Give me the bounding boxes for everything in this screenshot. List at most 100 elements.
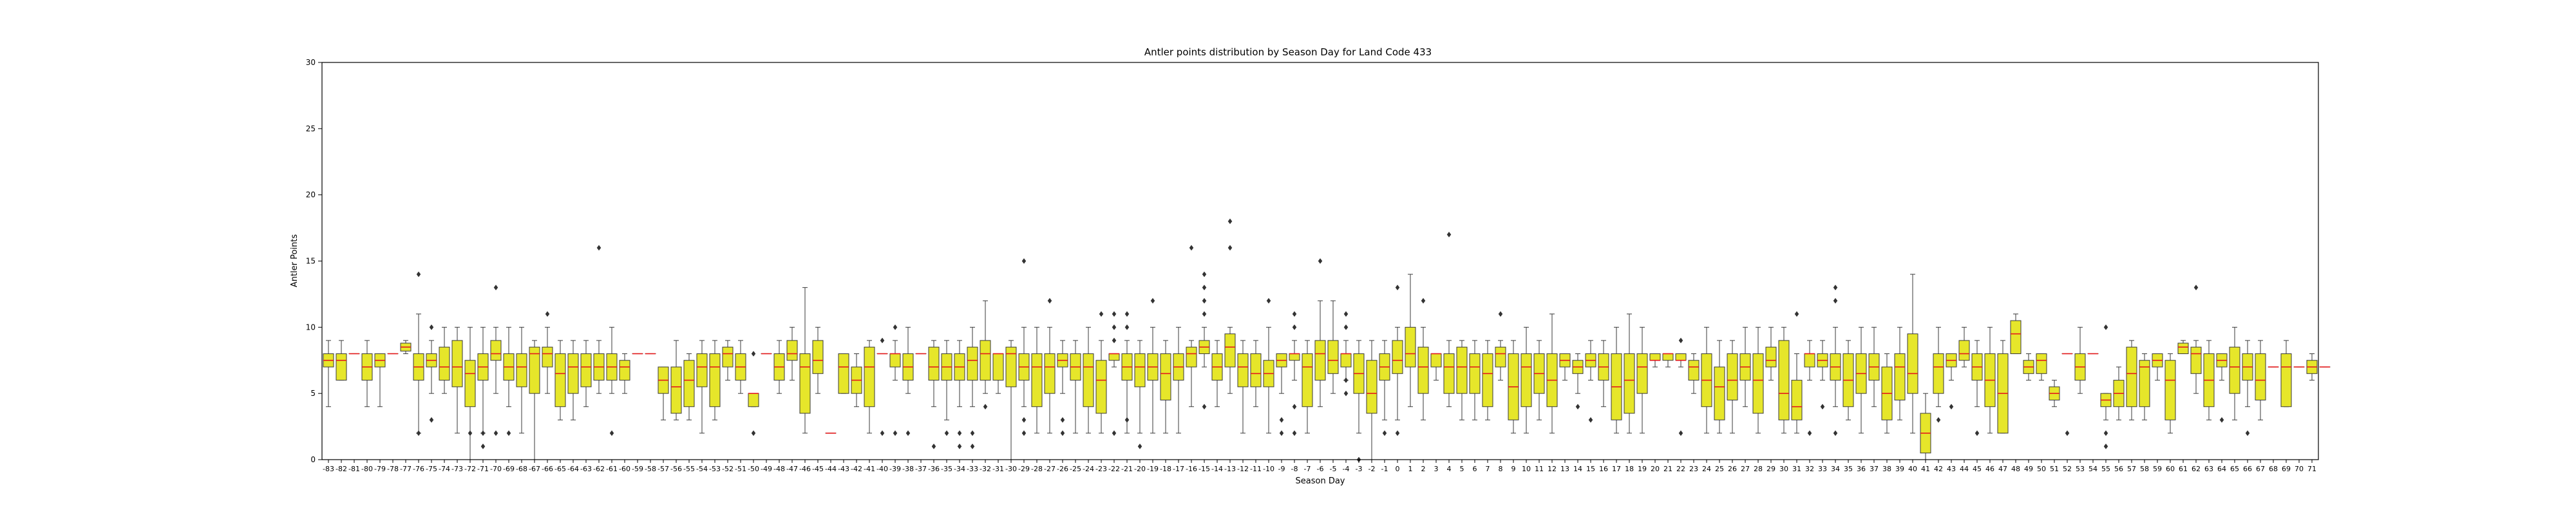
x-tick-label: -66: [542, 465, 553, 473]
x-tick-label: -43: [838, 465, 849, 473]
y-axis-label: Antler Points: [290, 234, 299, 288]
outlier-point: [1807, 430, 1812, 436]
x-tick-label: -80: [361, 465, 373, 473]
x-tick-label: -31: [992, 465, 1004, 473]
iqr-box: [799, 353, 811, 414]
box--66: [542, 311, 553, 394]
x-tick-label: 36: [1857, 465, 1866, 473]
outlier-point: [970, 430, 975, 436]
x-tick-label: -37: [915, 465, 927, 473]
box--36: [928, 340, 940, 449]
iqr-box: [1456, 346, 1468, 394]
y-tick-label: 0: [310, 455, 316, 464]
x-tick-label: -36: [928, 465, 940, 473]
box-53: [2074, 326, 2086, 394]
box--46: [799, 287, 811, 434]
x-tick-label: -13: [1224, 465, 1236, 473]
outlier-point: [1343, 377, 1349, 384]
box--27: [1044, 297, 1056, 434]
x-tick-label: 68: [2269, 465, 2278, 473]
box--16: [1186, 245, 1197, 407]
box-28: [1752, 326, 1764, 434]
x-tick-label: -2: [1368, 465, 1376, 473]
outlier-point: [1949, 404, 1954, 410]
iqr-box: [1186, 346, 1197, 368]
x-tick-label: 31: [1792, 465, 1801, 473]
x-axis-label: Season Day: [1296, 476, 1345, 486]
x-tick-label: 34: [1831, 465, 1840, 473]
x-tick-label: -64: [567, 465, 579, 473]
x-tick-label: 58: [2140, 465, 2149, 473]
iqr-box: [1289, 353, 1300, 361]
x-tick-label: -5: [1330, 465, 1337, 473]
outlier-point: [493, 285, 498, 291]
outlier-point: [1112, 324, 1117, 330]
outlier-point: [1021, 430, 1027, 436]
x-tick-label: -78: [387, 465, 399, 473]
iqr-box: [2255, 353, 2266, 400]
outlier-point: [1395, 430, 1400, 436]
x-tick-label: 40: [1908, 465, 1917, 473]
iqr-box: [567, 353, 579, 394]
x-tick-label: 62: [2192, 465, 2201, 473]
box--19: [1147, 297, 1159, 434]
x-tick-label: -22: [1108, 465, 1120, 473]
outlier-point: [1343, 311, 1349, 317]
x-tick-label: 51: [2050, 465, 2059, 473]
box-3: [1430, 353, 1442, 381]
box-34: [1830, 285, 1841, 436]
box--72: [464, 326, 476, 460]
x-tick-label: 71: [2307, 465, 2316, 473]
box--13: [1224, 218, 1236, 394]
x-tick-label: -53: [709, 465, 721, 473]
box-13: [1559, 353, 1571, 381]
x-tick-label: -82: [336, 465, 347, 473]
box-27: [1739, 326, 1751, 407]
outlier-point: [1021, 258, 1027, 264]
box-64: [2216, 353, 2228, 423]
iqr-box: [1392, 340, 1403, 374]
iqr-box: [1727, 353, 1738, 400]
x-tick-label: -4: [1343, 465, 1350, 473]
x-tick-label: -34: [954, 465, 965, 473]
outlier-point: [1833, 285, 1838, 291]
outlier-point: [1124, 417, 1130, 423]
x-tick-label: 12: [1548, 465, 1557, 473]
x-tick-label: 21: [1663, 465, 1672, 473]
x-tick-label: -77: [400, 465, 412, 473]
x-tick-label: 25: [1715, 465, 1724, 473]
outlier-point: [493, 430, 498, 436]
box--73: [451, 326, 463, 434]
outlier-point: [429, 417, 434, 423]
box-46: [1984, 326, 1996, 434]
outlier-point: [2103, 324, 2108, 330]
outlier-point: [596, 245, 601, 251]
x-tick-label: -75: [426, 465, 437, 473]
x-tick-label: -24: [1083, 465, 1094, 473]
iqr-box: [2164, 360, 2176, 420]
x-tick-label: -14: [1211, 465, 1223, 473]
x-tick-label: -17: [1173, 465, 1184, 473]
x-tick-label: 14: [1573, 465, 1582, 473]
x-tick-label: 7: [1486, 465, 1490, 473]
x-tick-label: 15: [1586, 465, 1595, 473]
x-tick-label: -52: [722, 465, 734, 473]
box-32: [1804, 340, 1815, 436]
box--34: [954, 340, 965, 449]
box-22: [1675, 337, 1687, 436]
box-41: [1920, 393, 1931, 460]
outlier-point: [1099, 311, 1104, 317]
box-25: [1714, 340, 1725, 434]
x-tick-label: -10: [1263, 465, 1274, 473]
iqr-box: [1765, 346, 1777, 368]
box-26: [1727, 340, 1738, 434]
x-tick-label: 69: [2282, 465, 2291, 473]
x-tick-label: 26: [1728, 465, 1737, 473]
x-tick-label: 41: [1921, 465, 1930, 473]
outlier-point: [1318, 258, 1323, 264]
iqr-box: [2126, 346, 2137, 407]
iqr-box: [1443, 353, 1455, 394]
box--2: [1366, 340, 1378, 460]
x-tick-label: 5: [1460, 465, 1464, 473]
x-tick-label: 59: [2153, 465, 2162, 473]
